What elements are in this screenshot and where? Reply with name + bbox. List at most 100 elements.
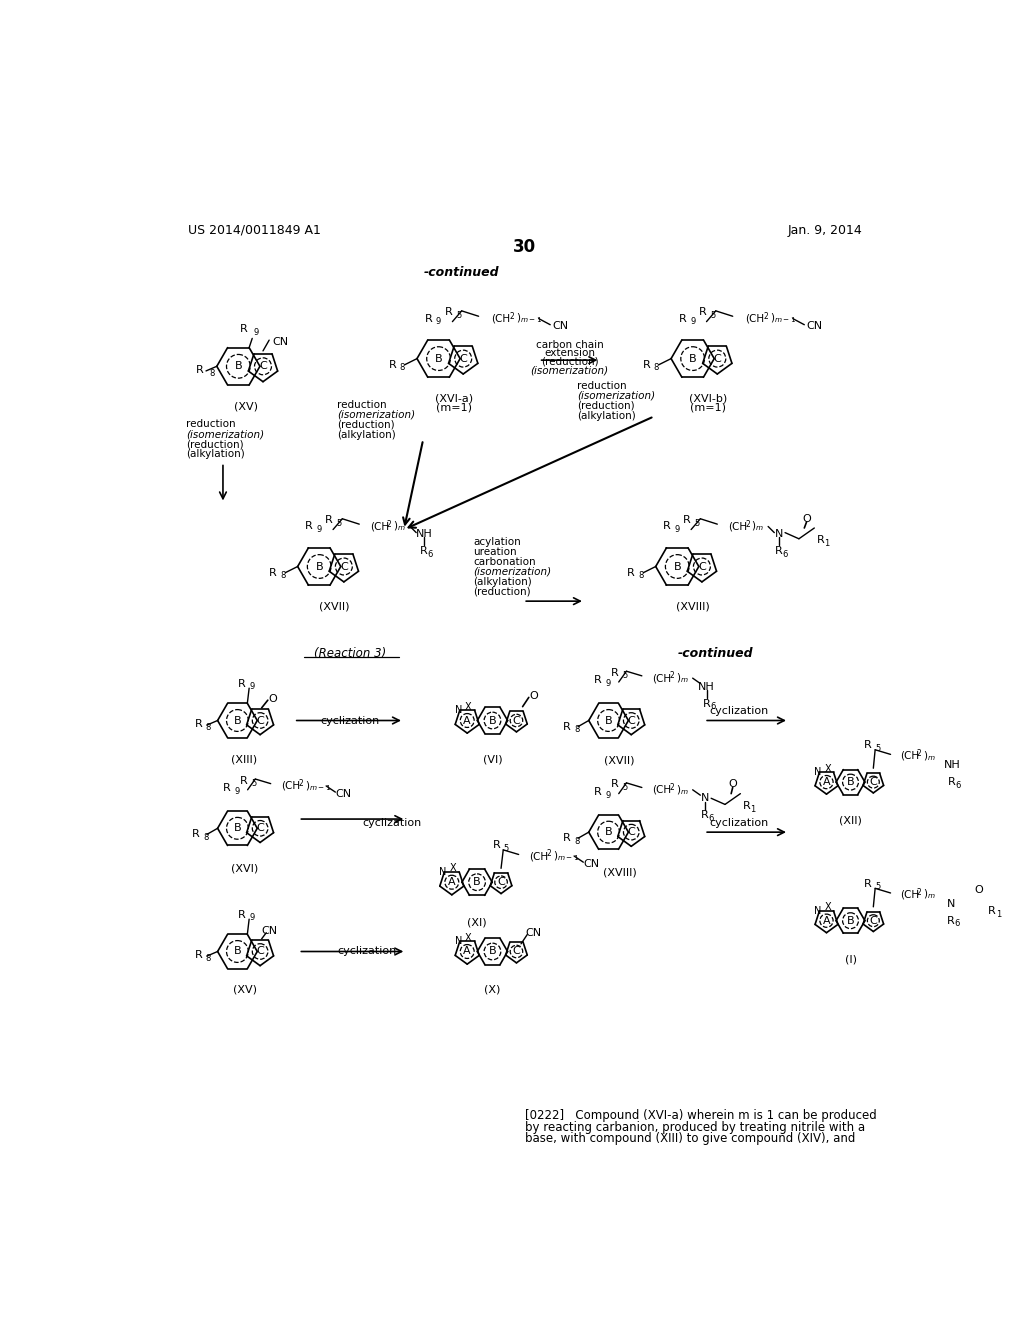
Text: B: B: [234, 362, 242, 371]
Text: 5: 5: [456, 312, 461, 319]
Text: (CH: (CH: [745, 314, 764, 323]
Text: 8: 8: [210, 368, 215, 378]
Text: R: R: [388, 360, 396, 370]
Text: R: R: [195, 719, 202, 730]
Text: 1: 1: [824, 539, 829, 548]
Text: (alkylation): (alkylation): [337, 430, 395, 440]
Text: O: O: [974, 884, 983, 895]
Text: B: B: [689, 354, 696, 363]
Text: C: C: [460, 354, 467, 363]
Text: R: R: [816, 536, 824, 545]
Text: R: R: [948, 777, 956, 787]
Text: )$_{m}$: )$_{m}$: [393, 520, 406, 533]
Text: R: R: [425, 314, 432, 323]
Text: R: R: [563, 833, 571, 843]
Text: -continued: -continued: [678, 647, 754, 660]
Text: C: C: [340, 561, 348, 572]
Text: A: A: [447, 878, 456, 887]
Text: C: C: [256, 715, 264, 726]
Text: 5: 5: [623, 672, 628, 680]
Text: 2: 2: [547, 849, 551, 858]
Text: (I): (I): [845, 954, 856, 964]
Text: R: R: [240, 776, 248, 785]
Text: C: C: [513, 715, 520, 726]
Text: C: C: [869, 777, 878, 787]
Text: 9: 9: [690, 317, 695, 326]
Text: B: B: [233, 824, 242, 833]
Text: )$_{m}$: )$_{m}$: [923, 888, 936, 902]
Text: R: R: [563, 722, 571, 731]
Text: C: C: [714, 354, 721, 363]
Text: by reacting carbanion, produced by treating nitrile with a: by reacting carbanion, produced by treat…: [524, 1121, 865, 1134]
Text: N: N: [700, 793, 710, 804]
Text: B: B: [488, 946, 497, 957]
Text: (m=1): (m=1): [690, 403, 726, 413]
Text: 5: 5: [710, 312, 716, 319]
Text: R: R: [742, 801, 751, 810]
Text: 2: 2: [916, 750, 922, 758]
Text: 6: 6: [954, 919, 959, 928]
Text: (CH: (CH: [900, 890, 919, 899]
Text: C: C: [256, 946, 264, 957]
Text: N: N: [439, 867, 446, 876]
Text: (XII): (XII): [839, 816, 862, 825]
Text: (reduction): (reduction): [578, 400, 635, 411]
Text: cyclization: cyclization: [321, 715, 380, 726]
Text: 5: 5: [623, 783, 628, 792]
Text: B: B: [435, 354, 442, 363]
Text: )$_{m-1}$: )$_{m-1}$: [515, 312, 542, 325]
Text: B: B: [605, 715, 612, 726]
Text: (reduction): (reduction): [337, 420, 394, 430]
Text: (CH: (CH: [282, 781, 301, 791]
Text: US 2014/0011849 A1: US 2014/0011849 A1: [188, 223, 322, 236]
Text: N: N: [814, 906, 822, 916]
Text: 8: 8: [206, 954, 211, 962]
Text: 2: 2: [745, 520, 750, 528]
Text: R: R: [683, 515, 691, 525]
Text: 9: 9: [436, 317, 441, 326]
Text: 2: 2: [298, 779, 303, 788]
Text: C: C: [513, 946, 520, 957]
Text: B: B: [473, 878, 481, 887]
Text: (CH: (CH: [490, 314, 510, 323]
Text: (XVI-a): (XVI-a): [435, 393, 473, 404]
Text: R: R: [611, 668, 618, 677]
Text: N: N: [946, 899, 954, 908]
Text: 2: 2: [916, 888, 922, 896]
Text: R: R: [326, 515, 333, 525]
Text: R: R: [947, 916, 954, 925]
Text: R: R: [239, 678, 246, 689]
Text: 6: 6: [709, 814, 714, 822]
Text: B: B: [674, 561, 681, 572]
Text: R: R: [420, 546, 428, 556]
Text: NH: NH: [416, 529, 432, 539]
Text: )$_{m}$: )$_{m}$: [752, 520, 764, 533]
Text: CN: CN: [552, 321, 568, 331]
Text: R: R: [627, 568, 635, 578]
Text: 6: 6: [955, 780, 961, 789]
Text: )$_{m}$: )$_{m}$: [923, 750, 936, 763]
Text: R: R: [701, 810, 709, 820]
Text: 6: 6: [427, 549, 433, 558]
Text: 6: 6: [710, 702, 716, 711]
Text: )$_{m-1}$: )$_{m-1}$: [304, 779, 331, 793]
Text: (CH: (CH: [370, 521, 389, 532]
Text: R: R: [679, 314, 686, 323]
Text: (XI): (XI): [467, 917, 486, 927]
Text: O: O: [529, 690, 538, 701]
Text: R: R: [702, 698, 711, 709]
Text: C: C: [256, 824, 264, 833]
Text: 8: 8: [206, 723, 211, 731]
Text: B: B: [847, 916, 854, 925]
Text: (reduction): (reduction): [541, 356, 598, 367]
Text: R: R: [864, 741, 872, 750]
Text: (isomerization): (isomerization): [578, 391, 655, 400]
Text: 2: 2: [509, 312, 514, 321]
Text: R: R: [643, 360, 650, 370]
Text: (reduction): (reduction): [473, 587, 530, 597]
Text: 2: 2: [387, 520, 392, 528]
Text: -continued: -continued: [424, 265, 500, 279]
Text: R: R: [223, 783, 230, 793]
Text: B: B: [488, 715, 497, 726]
Text: N: N: [455, 705, 462, 715]
